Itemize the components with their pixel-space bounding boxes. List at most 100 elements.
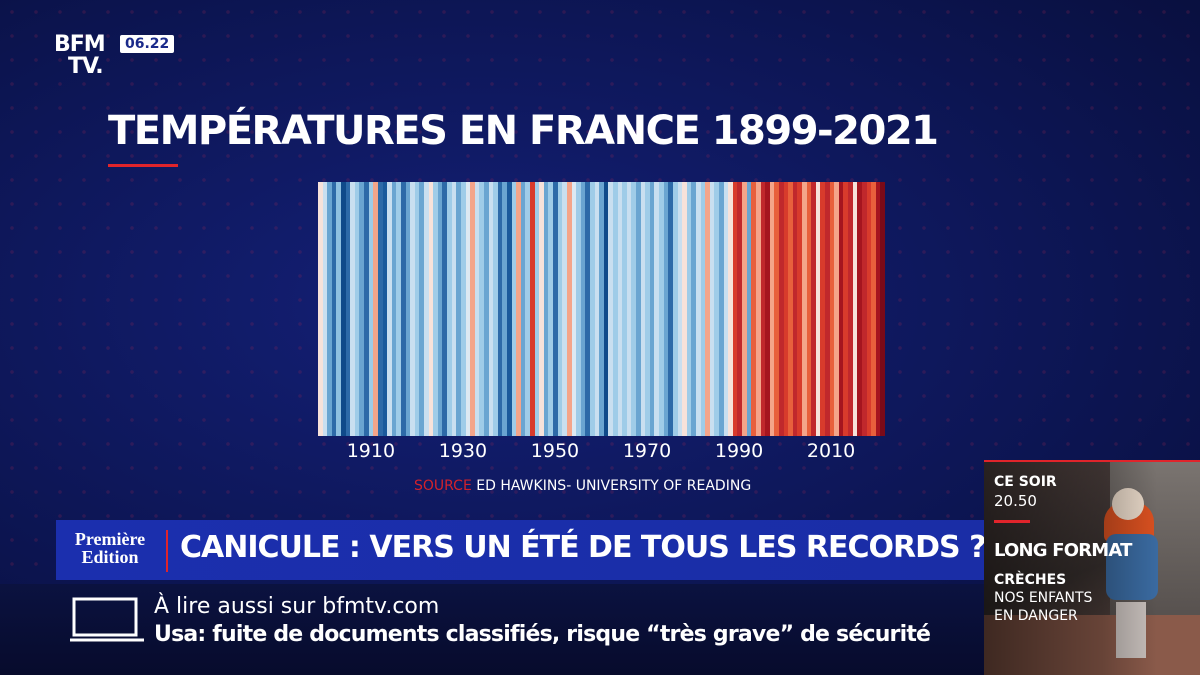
stripe-2011: [834, 182, 839, 436]
logo-line-1: BFM: [54, 32, 106, 57]
stripe-2002: [792, 182, 798, 436]
stripe-1958: [589, 182, 595, 436]
stripe-1936: [488, 182, 494, 436]
stripe-1910: [368, 182, 374, 436]
stripe-1935: [483, 182, 489, 436]
stripe-1956: [580, 182, 586, 436]
stripe-1948: [543, 182, 549, 436]
stripe-1967: [631, 182, 637, 436]
stripe-1929: [456, 182, 461, 436]
stripe-2020: [875, 182, 881, 436]
x-tick-label: 2010: [806, 440, 856, 462]
promo-red-line: [994, 520, 1030, 523]
source-label: SOURCE: [414, 478, 472, 494]
stripe-2018: [866, 182, 872, 436]
stripe-2016: [857, 182, 862, 436]
stripe-1979: [686, 182, 692, 436]
stripe-1927: [447, 182, 452, 436]
promo-shade: [984, 462, 1200, 675]
stripe-1950: [553, 182, 558, 436]
stripe-1913: [382, 182, 388, 436]
stripe-1932: [470, 182, 475, 436]
stripe-1976: [672, 182, 678, 436]
stripe-1965: [622, 182, 627, 436]
stripe-1994: [755, 182, 761, 436]
promo-creches: CRÈCHES: [994, 572, 1067, 588]
stripe-1907: [354, 182, 360, 436]
stripe-1957: [585, 182, 590, 436]
stripe-1916: [396, 182, 401, 436]
stripe-1990: [737, 182, 743, 436]
stripe-2013: [843, 182, 849, 436]
stripe-1995: [760, 182, 766, 436]
stripe-1970: [645, 182, 650, 436]
source-text: ED HAWKINS- UNIVERSITY OF READING: [476, 478, 752, 494]
stripe-2021: [880, 182, 885, 436]
stripe-1996: [765, 182, 770, 436]
promo-line-2: NOS ENFANTS: [994, 590, 1093, 606]
stripe-1977: [677, 182, 683, 436]
stripe-1960: [599, 182, 604, 436]
stripe-1931: [465, 182, 471, 436]
stripe-2015: [852, 182, 858, 436]
stripe-1905: [345, 182, 351, 436]
headline-separator: [166, 530, 168, 572]
stripe-1975: [668, 182, 673, 436]
stripe-1997: [769, 182, 775, 436]
stripe-1974: [663, 182, 669, 436]
show-logo: Première Edition: [60, 530, 160, 566]
promo-ce-soir: CE SOIR: [994, 474, 1057, 490]
stripe-1978: [682, 182, 687, 436]
promo-time: 20.50: [994, 492, 1037, 510]
stripe-2014: [848, 182, 853, 436]
stripe-2003: [797, 182, 802, 436]
stripe-1925: [437, 182, 443, 436]
stripe-1951: [557, 182, 563, 436]
stripe-1971: [649, 182, 655, 436]
stripe-1982: [700, 182, 706, 436]
stripe-1921: [419, 182, 425, 436]
stripe-1922: [424, 182, 429, 436]
show-logo-line-2: Edition: [81, 547, 139, 567]
stripe-1900: [322, 182, 328, 436]
stripe-1953: [566, 182, 572, 436]
stripe-1926: [442, 182, 448, 436]
stripe-1955: [576, 182, 581, 436]
stripe-1906: [350, 182, 355, 436]
stripe-1973: [659, 182, 664, 436]
stripe-1984: [709, 182, 715, 436]
stripe-1946: [534, 182, 540, 436]
stripe-2008: [820, 182, 826, 436]
headline-band: [56, 520, 984, 580]
stripe-1963: [613, 182, 618, 436]
stripe-1938: [497, 182, 503, 436]
clock-badge: 06.22: [120, 35, 175, 53]
x-tick-label: 1990: [714, 440, 764, 462]
stripe-1902: [331, 182, 337, 436]
stripe-1991: [742, 182, 747, 436]
stripe-1993: [751, 182, 756, 436]
stripe-2001: [788, 182, 793, 436]
stripe-1934: [479, 182, 484, 436]
stripe-1945: [530, 182, 535, 436]
promo-top-line: [984, 460, 1200, 462]
stripe-1987: [723, 182, 729, 436]
stripe-2009: [825, 182, 830, 436]
stripe-2000: [783, 182, 789, 436]
stripe-1911: [373, 182, 378, 436]
stripe-1942: [516, 182, 521, 436]
stripe-1919: [410, 182, 415, 436]
stripe-1912: [377, 182, 383, 436]
stripe-1928: [451, 182, 457, 436]
show-logo-line-1: Première: [74, 529, 146, 549]
news-ticker: [0, 584, 984, 675]
chart-source: SOURCE ED HAWKINS- UNIVERSITY OF READING: [414, 478, 751, 494]
ticker-intro: À lire aussi sur bfmtv.com: [154, 594, 440, 619]
stripe-1988: [728, 182, 733, 436]
stripe-1947: [539, 182, 544, 436]
stripe-1899: [318, 182, 323, 436]
x-tick-label: 1930: [438, 440, 488, 462]
stripe-1903: [336, 182, 342, 436]
stripe-1940: [506, 182, 512, 436]
stripe-1962: [608, 182, 613, 436]
